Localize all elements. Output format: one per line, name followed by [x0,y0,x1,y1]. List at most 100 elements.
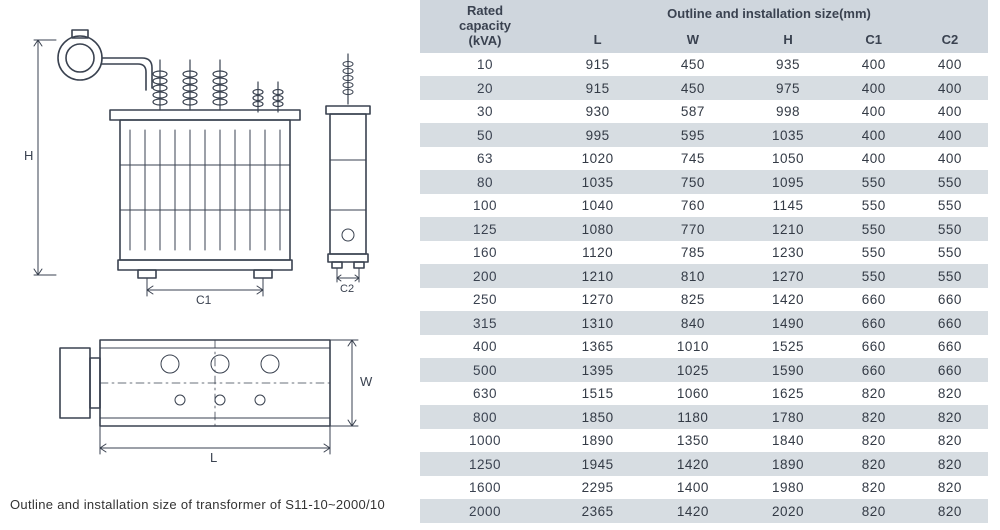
cell-capacity: 100 [420,194,550,218]
table-row: 6310207451050400400 [420,147,988,171]
cell-c2: 660 [912,311,988,335]
cell-capacity: 63 [420,147,550,171]
cell-w: 840 [645,311,740,335]
cell-w: 770 [645,217,740,241]
table-row: 2000236514202020820820 [420,499,988,523]
table-row: 800185011801780820820 [420,405,988,429]
cell-c2: 820 [912,452,988,476]
cell-l: 1310 [550,311,645,335]
cell-h: 1050 [740,147,835,171]
table-row: 30930587998400400 [420,100,988,124]
left-panel: H [0,0,420,530]
cell-h: 1035 [740,123,835,147]
diagram-svg: H [10,10,410,470]
cell-l: 2365 [550,499,645,523]
cell-h: 1780 [740,405,835,429]
col-header-c2: C2 [912,26,988,52]
cell-h: 935 [740,53,835,77]
spec-table-body: 1091545093540040020915450975400400309305… [420,53,988,523]
cell-w: 745 [645,147,740,171]
table-row: 20915450975400400 [420,76,988,100]
table-row: 10010407601145550550 [420,194,988,218]
cell-w: 450 [645,76,740,100]
cell-capacity: 315 [420,311,550,335]
table-row: 12510807701210550550 [420,217,988,241]
caption: Outline and installation size of transfo… [10,497,385,512]
cell-capacity: 1600 [420,476,550,500]
cell-h: 1145 [740,194,835,218]
cell-capacity: 30 [420,100,550,124]
cell-c2: 660 [912,335,988,359]
cell-w: 1350 [645,429,740,453]
col-header-group: Outline and installation size(mm) [550,0,988,26]
cell-w: 595 [645,123,740,147]
cell-capacity: 250 [420,288,550,312]
cell-h: 1980 [740,476,835,500]
cell-c2: 550 [912,264,988,288]
cell-w: 1060 [645,382,740,406]
cell-c1: 660 [836,335,912,359]
col-header-l: L [550,26,645,52]
cell-c2: 550 [912,241,988,265]
cell-c1: 820 [836,452,912,476]
table-row: 25012708251420660660 [420,288,988,312]
cell-c2: 660 [912,358,988,382]
cell-h: 1270 [740,264,835,288]
cell-c1: 400 [836,123,912,147]
table-row: 1600229514001980820820 [420,476,988,500]
hdr-line2: capacity [459,18,511,33]
cell-c1: 550 [836,170,912,194]
cell-w: 785 [645,241,740,265]
label-h: H [24,148,33,163]
cell-c1: 660 [836,288,912,312]
cell-c1: 400 [836,100,912,124]
cell-c1: 820 [836,382,912,406]
cell-c2: 820 [912,382,988,406]
cell-w: 1025 [645,358,740,382]
cell-c2: 820 [912,405,988,429]
label-l: L [210,450,217,465]
cell-capacity: 800 [420,405,550,429]
transformer-diagram: H [10,10,410,470]
label-w: W [360,374,373,389]
cell-capacity: 20 [420,76,550,100]
cell-w: 587 [645,100,740,124]
table-row: 8010357501095550550 [420,170,988,194]
cell-h: 1625 [740,382,835,406]
cell-capacity: 10 [420,53,550,77]
cell-w: 1400 [645,476,740,500]
cell-h: 1890 [740,452,835,476]
cell-capacity: 50 [420,123,550,147]
right-panel: Rated capacity (kVA) Outline and install… [420,0,1000,530]
cell-c1: 820 [836,405,912,429]
cell-l: 2295 [550,476,645,500]
table-row: 20012108101270550550 [420,264,988,288]
cell-l: 1850 [550,405,645,429]
cell-c2: 400 [912,100,988,124]
col-header-h: H [740,26,835,52]
table-row: 10915450935400400 [420,53,988,77]
cell-c1: 550 [836,217,912,241]
cell-w: 825 [645,288,740,312]
cell-c2: 550 [912,194,988,218]
table-row: 400136510101525660660 [420,335,988,359]
cell-w: 1420 [645,452,740,476]
cell-capacity: 1250 [420,452,550,476]
spec-table-head: Rated capacity (kVA) Outline and install… [420,0,988,53]
cell-c1: 660 [836,311,912,335]
cell-c1: 820 [836,476,912,500]
cell-h: 1525 [740,335,835,359]
cell-l: 1515 [550,382,645,406]
cell-w: 1010 [645,335,740,359]
cell-h: 1230 [740,241,835,265]
cell-c2: 820 [912,476,988,500]
cell-c2: 400 [912,123,988,147]
cell-capacity: 200 [420,264,550,288]
label-c2: C2 [340,283,354,295]
cell-c2: 400 [912,76,988,100]
cell-l: 1945 [550,452,645,476]
col-header-capacity: Rated capacity (kVA) [420,0,550,53]
cell-c2: 820 [912,499,988,523]
cell-l: 1890 [550,429,645,453]
cell-l: 1210 [550,264,645,288]
